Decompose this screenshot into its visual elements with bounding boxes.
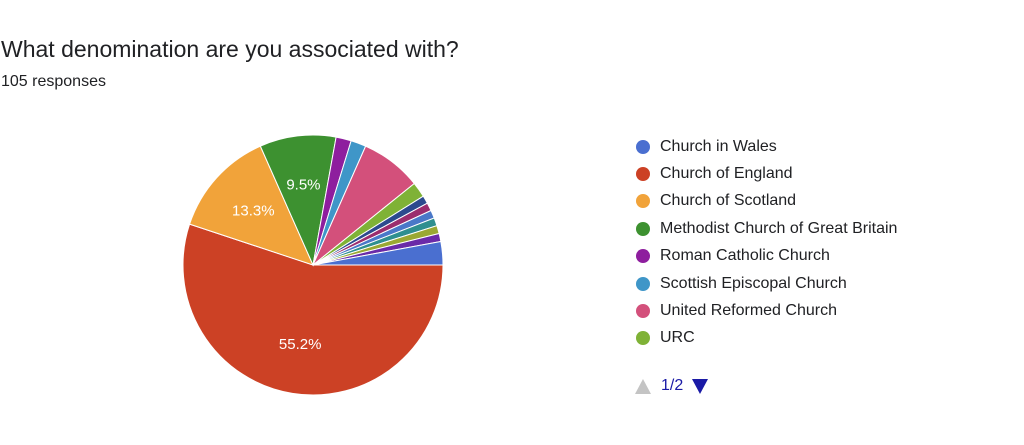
pie-slice-church-in-wales-13 — [312, 240, 444, 266]
chart-legend: Church in Wales Church of England Church o… — [636, 133, 897, 352]
pie-slice-methodist-church-of-great-britain-2 — [259, 134, 337, 267]
legend-swatch — [636, 139, 650, 154]
pie-slice-church-of-scotland-1 — [188, 145, 314, 266]
pie-slice-church-of-england-0 — [182, 223, 444, 396]
slice-label-church-of-scotland: 13.3% — [232, 202, 275, 219]
legend-item-united-reformed-church: United Reformed Church — [636, 297, 897, 324]
slice-label-methodist-church-of-great-britain: 9.5% — [286, 176, 320, 193]
legend-item-urc: URC — [636, 325, 897, 352]
legend-item-church-in-wales: Church in Wales — [636, 133, 897, 160]
legend-label: Scottish Episcopal Church — [660, 274, 847, 292]
legend-page-indicator: 1/2 — [661, 377, 684, 394]
legend-swatch — [636, 167, 650, 182]
legend-swatch — [636, 194, 650, 209]
response-count: 105 responses — [1, 73, 106, 90]
triangle-down-icon[interactable] — [692, 378, 709, 394]
legend-swatch — [636, 304, 650, 319]
legend-label: Church of England — [660, 165, 793, 183]
legend-label: Church in Wales — [660, 137, 777, 155]
legend-label: URC — [660, 329, 695, 347]
legend-item-roman-catholic-church: Roman Catholic Church — [636, 243, 897, 270]
legend-item-church-of-england: Church of England — [636, 160, 897, 187]
legend-swatch — [636, 331, 650, 346]
legend-label: Roman Catholic Church — [660, 247, 830, 265]
legend-item-methodist-church-of-great-britain: Methodist Church of Great Britain — [636, 215, 897, 242]
legend-item-church-of-scotland: Church of Scotland — [636, 188, 897, 215]
legend-swatch — [636, 276, 650, 291]
legend-swatch — [636, 249, 650, 264]
legend-pager: 1/2 — [635, 377, 709, 395]
question-title: What denomination are you associated wit… — [1, 36, 459, 62]
legend-label: United Reformed Church — [660, 302, 837, 320]
legend-label: Methodist Church of Great Britain — [660, 219, 898, 237]
slice-label-church-of-england: 55.2% — [279, 336, 322, 353]
legend-swatch — [636, 221, 650, 236]
triangle-up-icon[interactable] — [635, 378, 651, 394]
legend-label: Church of Scotland — [660, 192, 797, 210]
legend-item-scottish-episcopal-church: Scottish Episcopal Church — [636, 270, 897, 297]
